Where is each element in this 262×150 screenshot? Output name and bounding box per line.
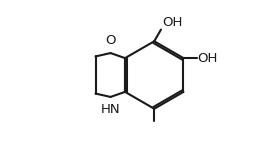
Text: OH: OH — [198, 52, 218, 65]
Text: O: O — [105, 34, 116, 47]
Text: OH: OH — [162, 16, 182, 29]
Text: HN: HN — [101, 103, 121, 116]
